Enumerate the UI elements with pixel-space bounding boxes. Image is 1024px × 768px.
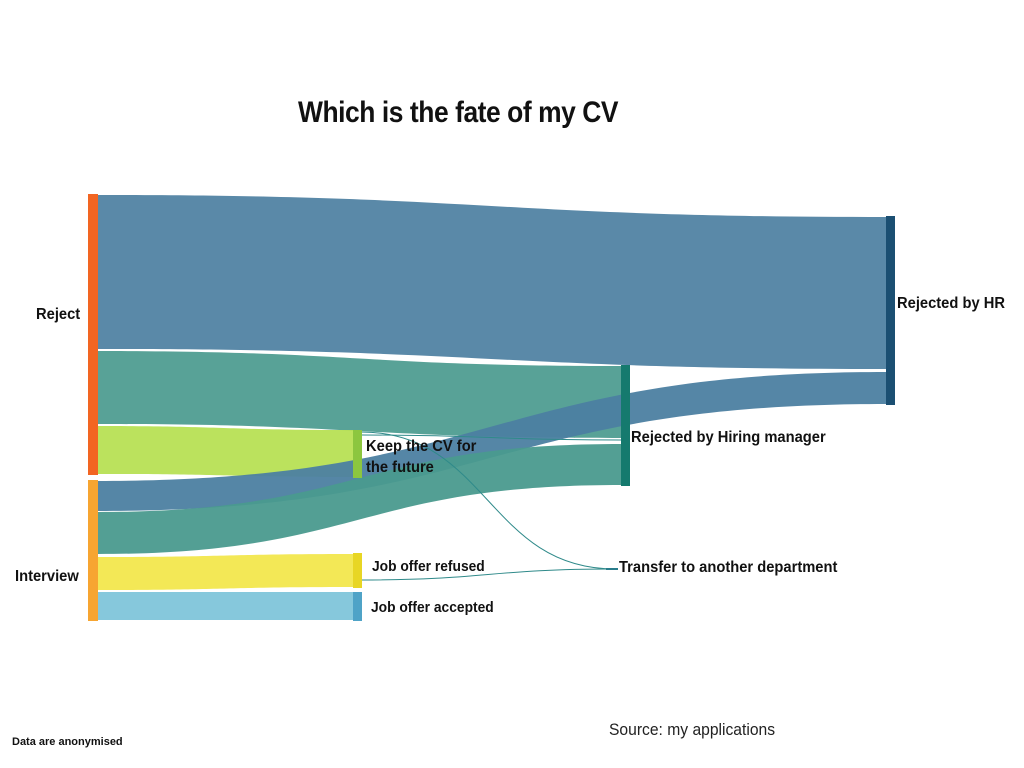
flow-interview-to-accepted bbox=[98, 592, 353, 620]
node-interview bbox=[88, 480, 98, 621]
node-label-job-offer-accepted: Job offer accepted bbox=[371, 599, 494, 616]
node-reject bbox=[88, 194, 98, 475]
node-label-transfer: Transfer to another department bbox=[619, 559, 838, 576]
node-label-reject: Reject bbox=[36, 306, 81, 323]
node-job-offer-refused bbox=[353, 553, 362, 588]
diagram-title: Which is the fate of my CV bbox=[298, 96, 619, 129]
node-keep-cv bbox=[353, 430, 362, 478]
flow-keep-to-hiring bbox=[360, 434, 622, 441]
node-rejected-by-hr bbox=[886, 216, 895, 405]
node-label-keep-cv: Keep the CV for the future bbox=[366, 438, 477, 476]
flow-keep-to-transfer bbox=[360, 431, 616, 570]
flow-interview-to-hiring bbox=[98, 444, 621, 554]
node-job-offer-accepted bbox=[353, 592, 362, 621]
node-label-rejected-by-hiring-manager: Rejected by Hiring manager bbox=[631, 429, 826, 446]
flow-refused-to-transfer bbox=[360, 568, 616, 581]
flow-reject-to-hiring bbox=[98, 351, 621, 438]
node-label-interview: Interview bbox=[15, 568, 79, 585]
flow-interview-to-refused bbox=[98, 554, 353, 590]
flow-reject-to-keep bbox=[98, 426, 353, 477]
node-label-job-offer-refused: Job offer refused bbox=[372, 558, 485, 575]
node-label-rejected-by-hr: Rejected by HR bbox=[897, 295, 1005, 312]
node-transfer bbox=[606, 568, 618, 570]
flow-interview-to-hr bbox=[98, 372, 886, 511]
footnote: Data are anonymised bbox=[12, 736, 123, 748]
node-rejected-by-hiring-manager bbox=[621, 365, 630, 486]
source-note: Source: my applications bbox=[609, 720, 776, 739]
flow-reject-to-hr bbox=[98, 195, 886, 369]
